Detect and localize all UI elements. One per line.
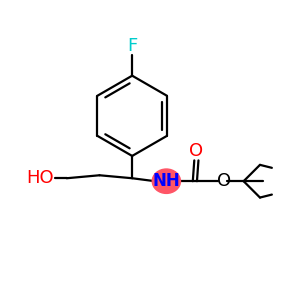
- Text: O: O: [217, 172, 231, 190]
- Text: HO: HO: [26, 169, 53, 187]
- Ellipse shape: [152, 169, 181, 194]
- Text: O: O: [189, 142, 203, 160]
- Text: NH: NH: [152, 172, 180, 190]
- Text: F: F: [127, 37, 137, 55]
